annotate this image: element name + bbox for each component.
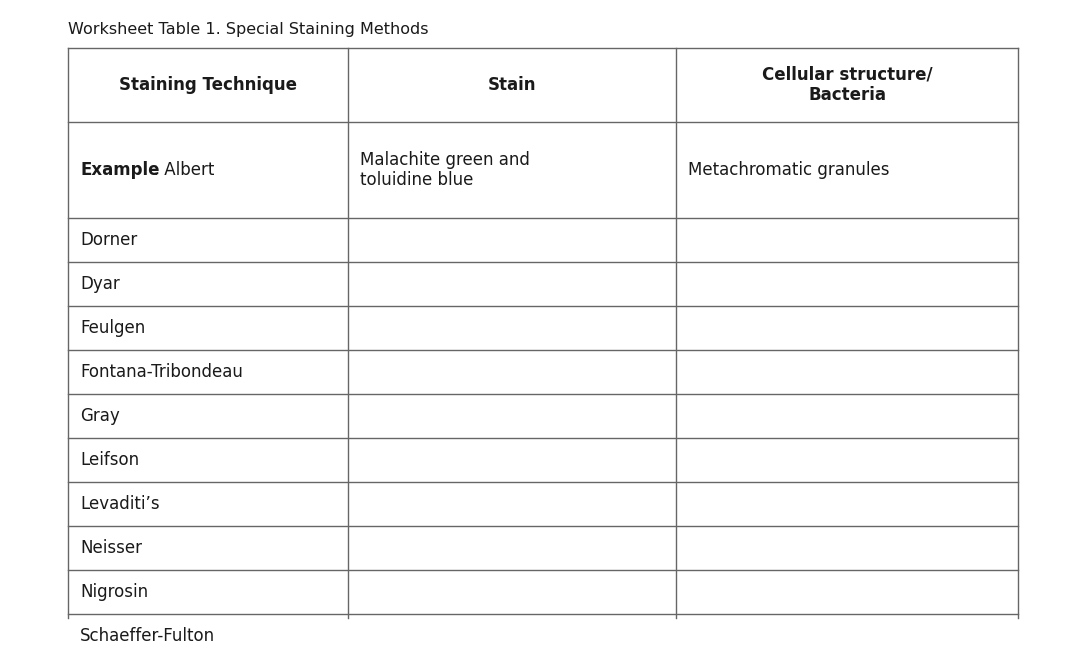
Text: Metachromatic granules: Metachromatic granules — [688, 161, 890, 179]
Text: Example: Example — [80, 161, 160, 179]
Text: Dyar: Dyar — [80, 275, 120, 293]
Text: Neisser: Neisser — [80, 539, 141, 557]
Text: Staining Technique: Staining Technique — [119, 76, 297, 94]
Text: Gray: Gray — [80, 407, 120, 425]
Text: : Albert: : Albert — [148, 161, 214, 179]
Text: Feulgen: Feulgen — [80, 319, 145, 337]
Text: Stain: Stain — [488, 76, 537, 94]
Text: Levaditi’s: Levaditi’s — [80, 495, 160, 513]
Text: Malachite green and
toluidine blue: Malachite green and toluidine blue — [361, 151, 530, 189]
Text: Dorner: Dorner — [80, 231, 137, 249]
Text: Schaeffer-Fulton: Schaeffer-Fulton — [80, 627, 215, 645]
Text: Nigrosin: Nigrosin — [80, 583, 148, 601]
Text: Cellular structure/
Bacteria: Cellular structure/ Bacteria — [761, 65, 932, 104]
Text: Leifson: Leifson — [80, 451, 139, 469]
Text: Worksheet Table 1. Special Staining Methods: Worksheet Table 1. Special Staining Meth… — [68, 22, 429, 37]
Text: Fontana-Tribondeau: Fontana-Tribondeau — [80, 363, 243, 381]
